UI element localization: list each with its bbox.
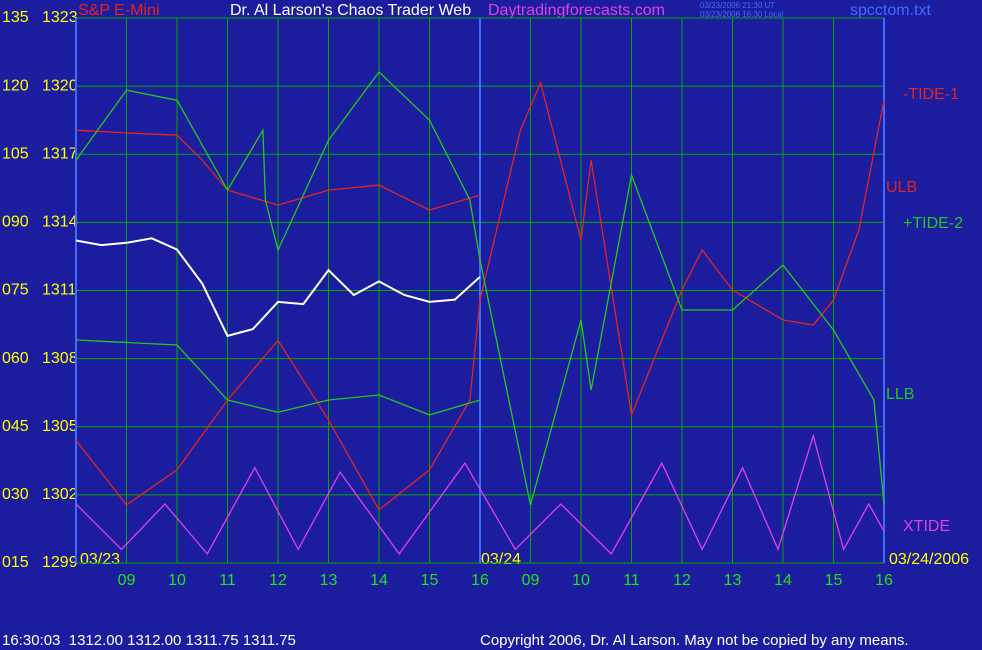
x-tick-label: 10: [168, 572, 186, 589]
series-label: +TIDE-2: [903, 215, 963, 232]
y2-tick-label: 1317: [42, 145, 78, 162]
x-tick-label: 12: [673, 572, 691, 589]
series-label: ULB: [886, 179, 917, 196]
chart-title: Dr. Al Larson's Chaos Trader Web: [230, 2, 471, 19]
x-tick-label: 11: [219, 572, 236, 589]
y2-tick-label: 1302: [42, 486, 78, 503]
date-label: 03/24/2006: [889, 551, 969, 568]
y-tick-label: 090: [2, 214, 29, 231]
tide-line: [75, 433, 885, 556]
quote: 16:30:03 1312.00 1312.00 1311.75 1311.75: [2, 632, 296, 649]
y-tick-label: 015: [2, 554, 29, 571]
timestamp: 03/23/2006 21:30 UT: [700, 1, 775, 10]
y2-tick-label: 1314: [42, 214, 78, 231]
x-tick-label: 14: [370, 572, 388, 589]
price-line: [75, 237, 481, 338]
series-label: XTIDE: [903, 518, 950, 535]
x-tick-label: 10: [572, 572, 590, 589]
x-tick-label: 14: [774, 572, 792, 589]
tide-line: [75, 129, 481, 211]
y-tick-label: 075: [2, 282, 29, 299]
y2-tick-label: 1308: [42, 350, 78, 367]
y-tick-label: 045: [2, 418, 29, 435]
y-tick-label: 105: [2, 145, 29, 162]
x-tick-label: 15: [421, 572, 439, 589]
date-label: 03/24: [481, 551, 521, 568]
x-tick-label: 13: [320, 572, 338, 589]
y2-tick-label: 1320: [42, 77, 78, 94]
x-tick-label: 09: [522, 572, 540, 589]
x-tick-label: 11: [623, 572, 640, 589]
tide-line: [75, 71, 885, 506]
instrument: S&P E-Mini: [78, 2, 160, 19]
x-tick-label: 12: [269, 572, 287, 589]
y2-tick-label: 1311: [42, 282, 77, 299]
tide-line: [75, 80, 885, 511]
y2-tick-label: 1305: [42, 418, 78, 435]
x-tick-label: 16: [875, 572, 893, 589]
series-label: -TIDE-1: [903, 86, 959, 103]
x-tick-label: 16: [471, 572, 489, 589]
y-tick-label: 120: [2, 77, 29, 94]
x-tick-label: 15: [825, 572, 843, 589]
file-name: spcctom.txt: [850, 2, 931, 19]
y2-tick-label: 1323: [42, 9, 78, 26]
timestamp: 03/23/2006 16:30 Local: [700, 10, 784, 19]
x-tick-label: 13: [724, 572, 742, 589]
website: Daytradingforecasts.com: [488, 2, 665, 19]
y-tick-label: 030: [2, 486, 29, 503]
y-tick-label: 060: [2, 350, 29, 367]
x-tick-label: 09: [118, 572, 136, 589]
y-tick-label: 135: [2, 9, 29, 26]
tide-line: [75, 339, 481, 416]
date-label: 03/23: [80, 551, 120, 568]
series-label: LLB: [886, 386, 914, 403]
y2-tick-label: 1299: [42, 554, 78, 571]
copyright: Copyright 2006, Dr. Al Larson. May not b…: [480, 632, 909, 649]
